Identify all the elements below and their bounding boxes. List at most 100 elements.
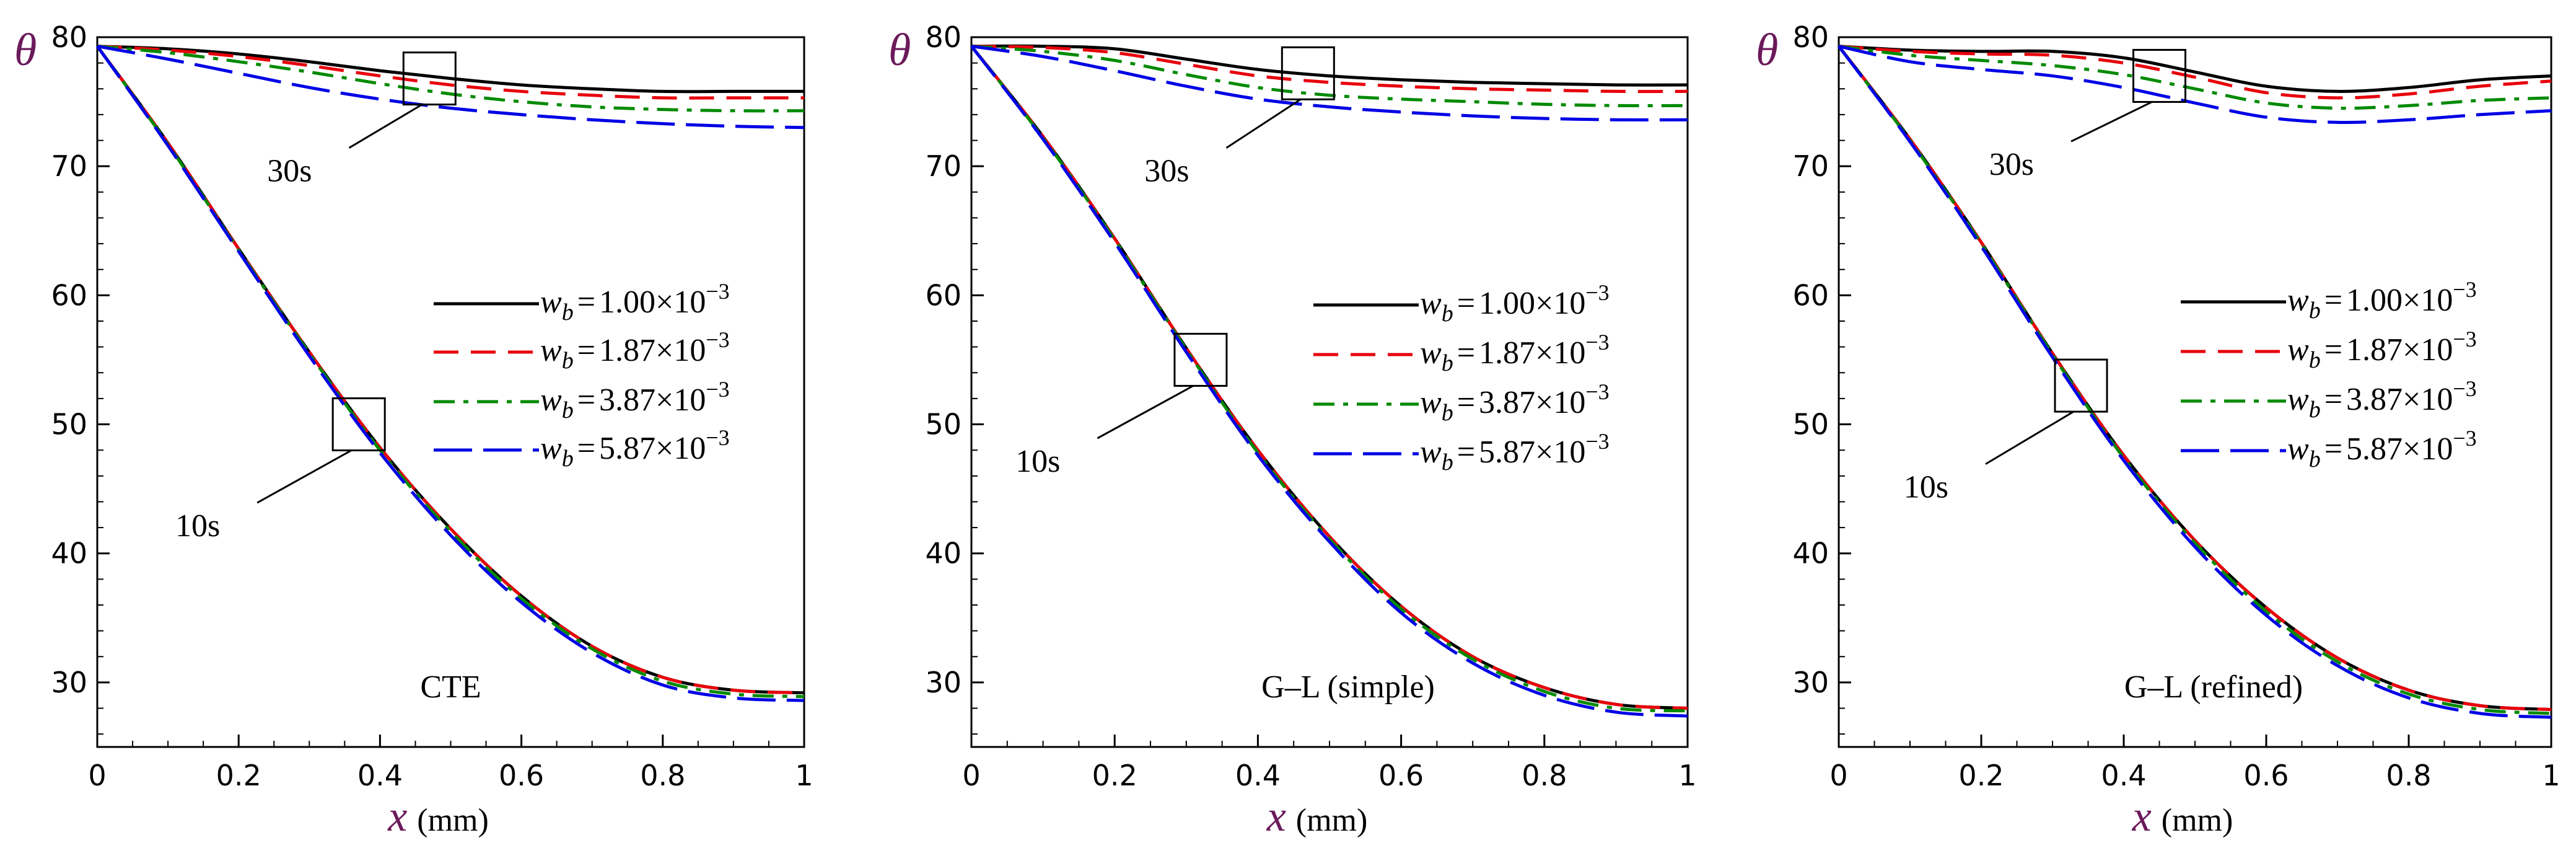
y-tick-label: 80 xyxy=(51,20,87,54)
x-axis-unit: (mm) xyxy=(417,803,489,838)
legend-var: w xyxy=(1420,286,1442,321)
series-line-30s-wb-3-87 xyxy=(1838,45,2552,110)
legend-var: w xyxy=(2287,332,2309,368)
series-line-30s-wb-5-87 xyxy=(1838,45,2552,125)
y-axis-label: θ xyxy=(1756,25,1778,76)
x-tick-label: 0 xyxy=(1829,759,1847,792)
annotation-leader xyxy=(2070,101,2153,143)
legend-value: 1.87 xyxy=(599,333,655,368)
legend-times: ×10 xyxy=(1535,286,1585,321)
legend-exponent: −3 xyxy=(2453,426,2476,451)
legend-sub: b xyxy=(2309,446,2321,472)
legend-sub: b xyxy=(1442,449,1453,475)
legend-label-wb-1-87: wb = 1.87×10−3 xyxy=(2287,327,2477,373)
x-axis-variable: x xyxy=(1266,793,1286,841)
x-tick-label: 0.2 xyxy=(1958,759,2004,792)
legend-value: 3.87 xyxy=(2346,382,2403,417)
legend-equals: = xyxy=(2324,283,2342,318)
x-tick-label: 0.6 xyxy=(499,759,544,792)
y-tick-label: 50 xyxy=(1792,408,1829,441)
legend-sub: b xyxy=(2309,347,2321,373)
x-tick-label: 0.8 xyxy=(640,759,685,792)
series-line-10s-wb-3-87 xyxy=(1838,45,2552,715)
legend: wb = 1.00×10−3wb = 1.87×10−3wb = 3.87×10−3wb = 5… xyxy=(2181,277,2477,472)
series-line-10s-wb-1-00 xyxy=(1838,45,2552,712)
x-axis-variable: x xyxy=(387,793,407,841)
legend-value: 3.87 xyxy=(599,382,655,418)
y-tick-label: 50 xyxy=(51,408,87,441)
legend-equals: = xyxy=(2324,332,2342,368)
legend-sub: b xyxy=(562,348,574,374)
annotation-leader xyxy=(1985,410,2074,465)
annotation-label-10s: 10s xyxy=(1015,444,1060,479)
y-tick-label: 30 xyxy=(1792,666,1829,699)
y-tick-label: 50 xyxy=(925,408,962,441)
legend-var: w xyxy=(2287,283,2309,318)
x-axis-label: x (mm) xyxy=(2132,793,2233,841)
legend-value: 5.87 xyxy=(2346,431,2403,467)
y-tick-label: 70 xyxy=(51,149,87,183)
legend-exponent: −3 xyxy=(706,377,729,402)
legend-times: ×10 xyxy=(655,285,706,320)
legend-exponent: −3 xyxy=(2453,277,2476,302)
legend-times: ×10 xyxy=(2403,431,2453,467)
y-tick-label: 40 xyxy=(51,537,87,570)
legend-equals: = xyxy=(577,382,595,418)
legend-label-wb-3-87: wb = 3.87×10−3 xyxy=(1420,379,1610,426)
series-line-10s-wb-1-87 xyxy=(95,45,805,695)
legend-exponent: −3 xyxy=(1585,330,1609,355)
legend-equals: = xyxy=(2324,431,2342,467)
legend-var: w xyxy=(1420,385,1442,420)
series-line-30s-wb-1-00 xyxy=(971,44,1688,87)
x-tick-label: 0.4 xyxy=(2101,759,2146,792)
legend-exponent: −3 xyxy=(1585,280,1609,305)
x-axis-unit: (mm) xyxy=(2162,803,2233,838)
legend-var: w xyxy=(1420,435,1442,470)
legend-label-wb-3-87: wb = 3.87×10−3 xyxy=(540,377,730,423)
x-tick-label: 1 xyxy=(2542,759,2560,792)
series-line-10s-wb-3-87 xyxy=(970,45,1688,713)
legend-sub: b xyxy=(1442,301,1453,327)
series-line-30s-wb-1-00 xyxy=(97,45,804,94)
legend-label-wb-1-00: wb = 1.00×10−3 xyxy=(1420,280,1610,327)
legend-exponent: −3 xyxy=(2453,327,2476,351)
legend-value: 1.00 xyxy=(599,285,655,320)
series-line-10s-wb-1-00 xyxy=(95,45,805,695)
legend-times: ×10 xyxy=(655,382,706,418)
legend-exponent: −3 xyxy=(1585,429,1609,454)
legend-sub: b xyxy=(2309,298,2321,324)
x-tick-label: 0.4 xyxy=(357,759,403,792)
panel-1: 0 0.2 0.4 0.6 0.8 1 30 40 50 60 70 80 θ x (mm) CTE 30s 10… xyxy=(14,20,813,841)
series-line-30s-wb-1-87 xyxy=(1838,45,2552,100)
series-line-30s-wb-1-87 xyxy=(97,45,804,100)
y-tick-label: 70 xyxy=(1792,149,1829,183)
annotation-leader xyxy=(1097,385,1194,439)
legend-var: w xyxy=(540,382,562,418)
legend-var: w xyxy=(540,285,562,320)
legend-times: ×10 xyxy=(1535,335,1585,371)
legend-sub: b xyxy=(1442,350,1453,376)
annotation-label-10s: 10s xyxy=(1904,470,1948,505)
annotation-label-10s: 10s xyxy=(175,508,220,544)
x-tick-label: 0.2 xyxy=(216,759,261,792)
legend-equals: = xyxy=(1457,435,1475,470)
y-tick-label: 40 xyxy=(1792,537,1829,570)
x-axis-label: x (mm) xyxy=(1266,793,1368,841)
legend-equals: = xyxy=(577,431,595,466)
x-tick-label: 0.8 xyxy=(1522,759,1567,792)
legend-exponent: −3 xyxy=(706,327,729,352)
legend-value: 1.00 xyxy=(1479,286,1535,321)
legend-times: ×10 xyxy=(655,431,706,466)
legend-value: 1.00 xyxy=(2346,283,2403,318)
y-tick-label: 70 xyxy=(925,149,962,183)
x-axis-unit: (mm) xyxy=(1296,803,1368,838)
legend-value: 5.87 xyxy=(1479,435,1535,470)
y-tick-label: 60 xyxy=(1792,278,1829,312)
x-tick-label: 1 xyxy=(795,759,813,792)
y-tick-label: 60 xyxy=(51,278,87,312)
legend-value: 3.87 xyxy=(1479,385,1535,420)
legend-equals: = xyxy=(577,333,595,368)
legend-times: ×10 xyxy=(2403,382,2453,417)
series-line-10s-wb-3-87 xyxy=(95,45,805,699)
panel-title: G–L (simple) xyxy=(1261,669,1435,705)
